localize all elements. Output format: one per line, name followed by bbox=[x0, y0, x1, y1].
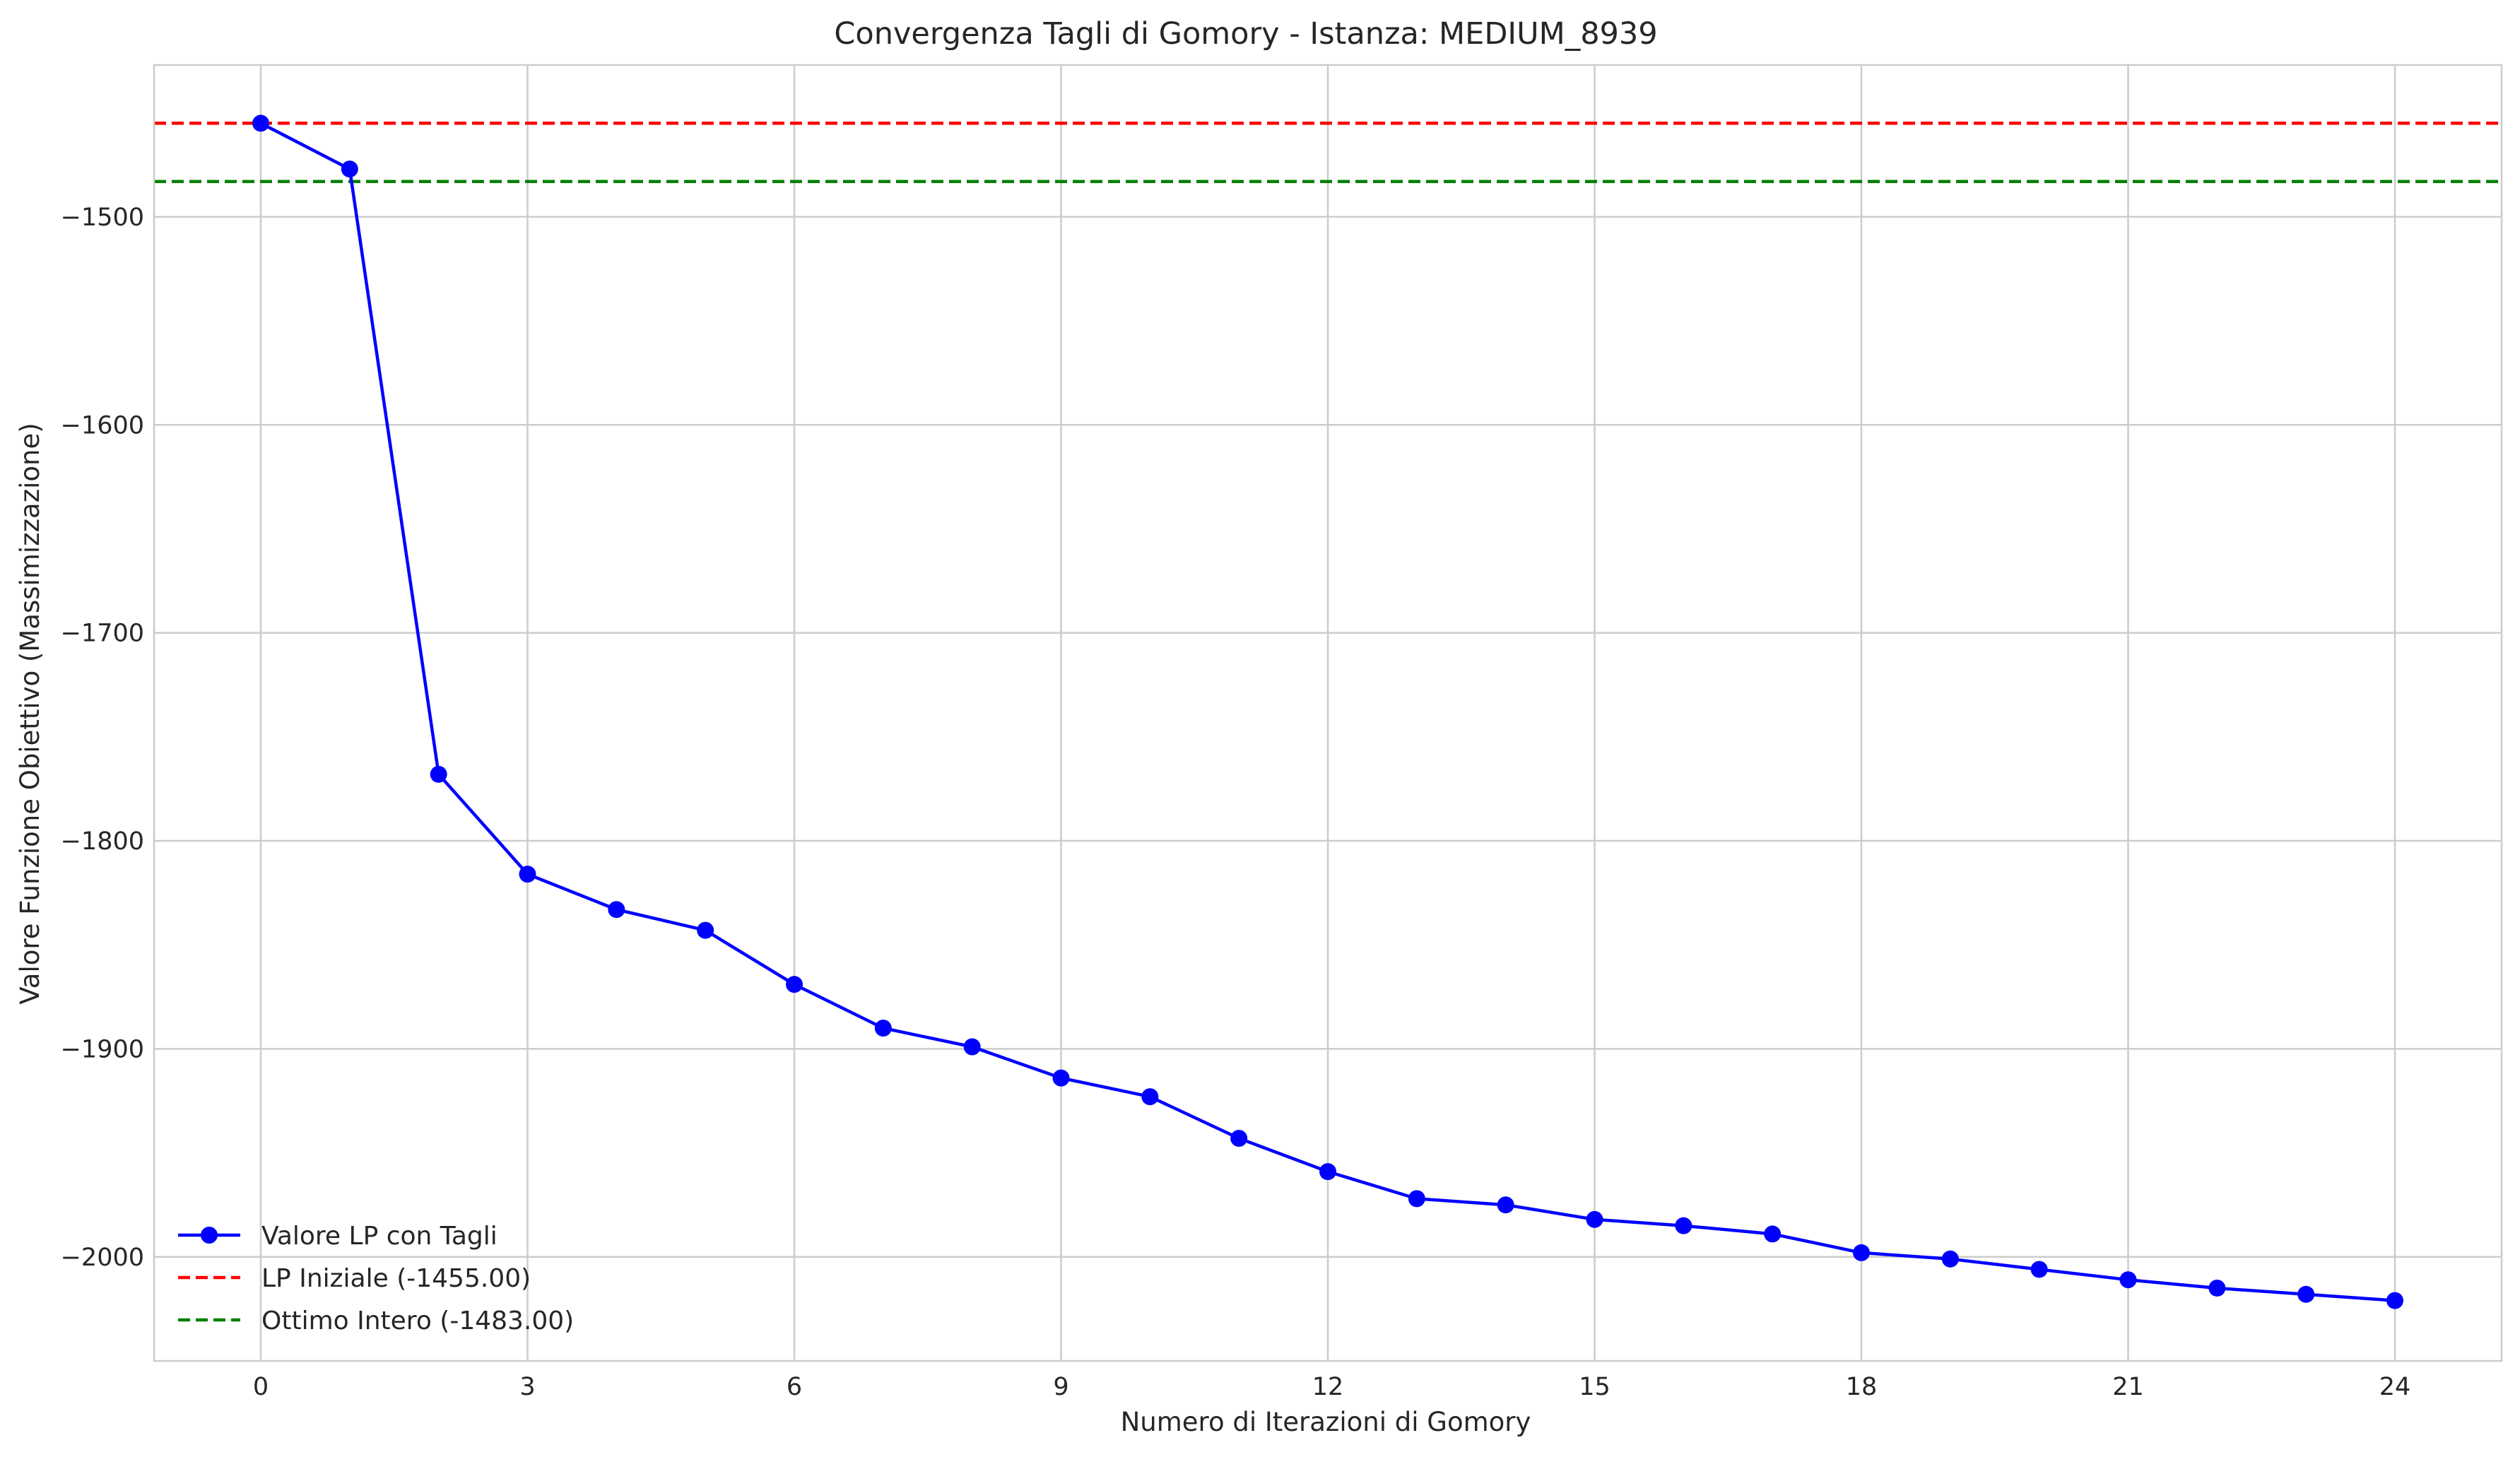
data-point bbox=[1586, 1210, 1603, 1228]
data-point bbox=[2030, 1261, 2048, 1278]
legend: Valore LP con Tagli LP Iniziale (-1455.0… bbox=[178, 1222, 574, 1335]
x-tick-label: 12 bbox=[1312, 1373, 1344, 1401]
data-point bbox=[1853, 1244, 1870, 1261]
legend-item-initial-lp: LP Iniziale (-1455.00) bbox=[178, 1264, 531, 1293]
reference-lines bbox=[154, 122, 2502, 184]
legend-item-integer-optimum: Ottimo Intero (-1483.00) bbox=[178, 1306, 574, 1335]
x-tick-label: 9 bbox=[1053, 1373, 1068, 1401]
chart-title: Convergenza Tagli di Gomory - Istanza: M… bbox=[834, 16, 1657, 52]
data-point bbox=[1675, 1217, 1692, 1234]
x-axis-ticks: 0 3 6 9 12 15 18 21 24 bbox=[253, 1373, 2410, 1401]
y-tick-label: −1500 bbox=[61, 203, 144, 232]
data-point bbox=[2208, 1279, 2226, 1297]
data-point bbox=[786, 976, 803, 993]
data-point bbox=[874, 1019, 892, 1037]
y-axis-ticks: −2000 −1900 −1800 −1700 −1600 −1500 bbox=[61, 203, 144, 1272]
data-point bbox=[1941, 1250, 1959, 1268]
y-tick-label: −1700 bbox=[61, 620, 144, 648]
data-point bbox=[2297, 1285, 2315, 1303]
y-tick-label: −2000 bbox=[61, 1244, 144, 1272]
series-layer bbox=[252, 114, 2403, 1309]
data-point bbox=[1319, 1163, 1336, 1181]
data-point bbox=[1497, 1196, 1514, 1214]
grid-lines bbox=[154, 65, 2502, 1361]
data-point bbox=[963, 1038, 981, 1056]
x-tick-label: 24 bbox=[2379, 1373, 2411, 1401]
legend-item-series: Valore LP con Tagli bbox=[178, 1222, 497, 1251]
legend-series-label: Valore LP con Tagli bbox=[261, 1222, 497, 1251]
y-axis-label: Valore Funzione Obiettivo (Massimizzazio… bbox=[15, 423, 45, 1004]
data-point bbox=[608, 901, 625, 919]
y-tick-label: −1800 bbox=[61, 827, 144, 856]
data-point bbox=[1052, 1069, 1070, 1087]
data-point bbox=[1408, 1190, 1425, 1208]
x-tick-label: 15 bbox=[1579, 1373, 1611, 1401]
data-point bbox=[519, 866, 536, 883]
x-tick-label: 6 bbox=[787, 1373, 802, 1401]
data-point bbox=[697, 921, 714, 939]
x-tick-label: 21 bbox=[2112, 1373, 2144, 1401]
legend-integer-optimum-label: Ottimo Intero (-1483.00) bbox=[261, 1306, 574, 1335]
x-tick-label: 3 bbox=[519, 1373, 535, 1401]
y-tick-label: −1900 bbox=[61, 1035, 144, 1063]
plot-frame bbox=[153, 64, 2503, 1362]
data-point bbox=[2119, 1271, 2137, 1289]
x-axis-label: Numero di Iterazioni di Gomory bbox=[1121, 1407, 1531, 1437]
legend-series-swatch-marker bbox=[201, 1227, 218, 1244]
legend-initial-lp-label: LP Iniziale (-1455.00) bbox=[261, 1264, 531, 1293]
data-point bbox=[430, 765, 447, 783]
x-tick-label: 18 bbox=[1846, 1373, 1878, 1401]
data-point bbox=[341, 160, 358, 178]
data-point bbox=[1141, 1088, 1159, 1106]
data-point bbox=[252, 114, 269, 132]
data-point bbox=[1764, 1225, 1782, 1243]
x-tick-label: 0 bbox=[253, 1373, 269, 1401]
y-tick-label: −1600 bbox=[61, 411, 144, 440]
data-point bbox=[1230, 1130, 1248, 1148]
plot-area bbox=[153, 64, 2503, 1362]
data-point bbox=[2386, 1292, 2403, 1309]
